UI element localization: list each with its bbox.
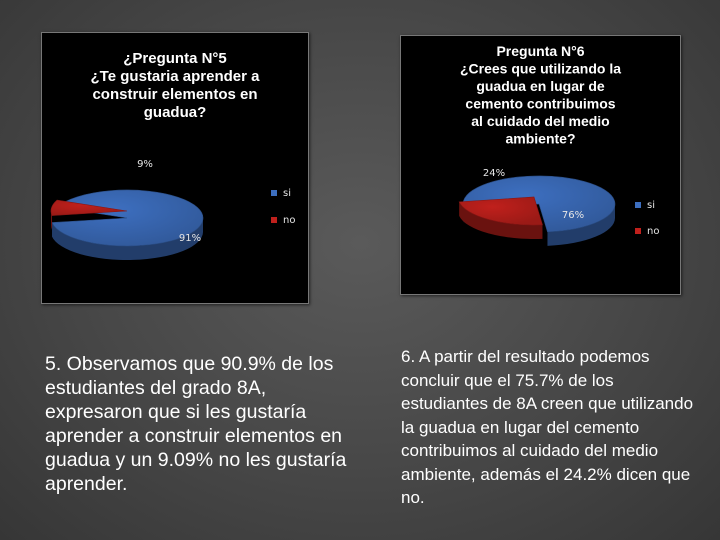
left-pie-slice-no [50, 199, 128, 230]
right-pie-slice-top-no [458, 196, 543, 226]
right-legend-label-si: si [647, 200, 655, 211]
right-chart-title-line: al cuidado del medio [471, 113, 609, 129]
caption-left: 5. Observamos que 90.9% de los estudiant… [45, 353, 347, 495]
left-chart-title-line: guadua? [144, 104, 207, 121]
right-pie-slice-no [458, 196, 543, 239]
right-chart-title-line: ¿Crees que utilizando la [460, 61, 621, 77]
left-pct-label-no: 9% [137, 159, 153, 170]
pie-chart-pregunta-6: Pregunta N°6 ¿Crees que utilizando la guad… [400, 35, 681, 295]
pie-chart-left-svg: ¿Pregunta N°5 ¿Te gustaria aprender a cons… [50, 50, 295, 260]
left-legend-item-si: si [271, 188, 291, 199]
right-legend-item-si: si [635, 200, 655, 211]
right-pct-label-si: 76% [562, 210, 584, 221]
left-legend-label-si: si [283, 188, 291, 199]
right-pct-label-no: 24% [483, 168, 505, 179]
left-chart-title-line: ¿Te gustaria aprender a [91, 68, 261, 85]
left-chart-title-line: ¿Pregunta N°5 [123, 50, 227, 67]
left-legend-label-no: no [283, 215, 295, 226]
right-legend-swatch-no [635, 228, 641, 234]
right-legend-item-no: no [635, 226, 659, 237]
right-pie-slice-side-si [547, 204, 615, 246]
right-chart-title-line: Pregunta N°6 [496, 43, 584, 59]
left-pie-slice-top-si [51, 189, 204, 247]
right-chart-title-line: ambiente? [505, 131, 575, 147]
right-chart-title-line: guadua en lugar de [476, 78, 605, 94]
pie-chart-right-svg: Pregunta N°6 ¿Crees que utilizando la guad… [458, 43, 659, 246]
left-pct-label-si: 91% [179, 233, 201, 244]
right-pie-slice-top-si [462, 175, 616, 233]
left-pie-slice-top-no [50, 199, 128, 216]
left-legend-item-no: no [271, 215, 295, 226]
left-pie-slice-si [51, 189, 204, 260]
left-pie-slice-side-si [52, 218, 204, 260]
left-legend-swatch-si [271, 190, 277, 196]
pie-chart-pregunta-5: ¿Pregunta N°5 ¿Te gustaria aprender a cons… [41, 32, 309, 304]
left-chart-title-line: construir elementos en [92, 86, 257, 103]
caption-right: 6. A partir del resultado podemos conclu… [401, 347, 694, 507]
right-legend-swatch-si [635, 202, 641, 208]
right-chart-title-line: cemento contribuimos [465, 96, 615, 112]
left-legend-swatch-no [271, 217, 277, 223]
right-pie-slice-si [462, 175, 616, 246]
left-chart-title: ¿Pregunta N°5 ¿Te gustaria aprender a cons… [91, 50, 261, 121]
right-chart-title: Pregunta N°6 ¿Crees que utilizando la guad… [460, 43, 621, 147]
right-legend-label-no: no [647, 226, 659, 237]
right-pie-slice-side-no [459, 201, 543, 239]
